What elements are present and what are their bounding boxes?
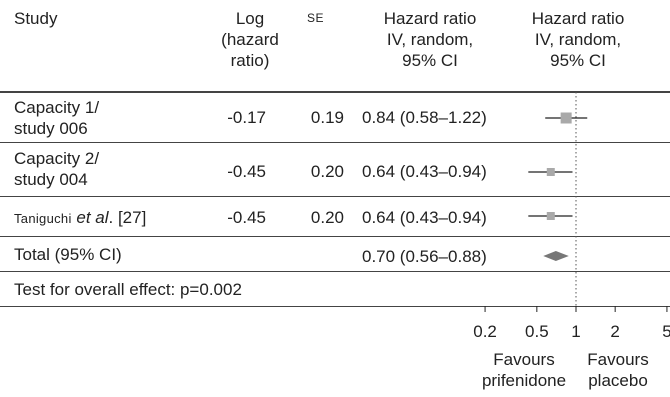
log-hr-header-line-1: Log	[235, 9, 265, 28]
column-header-se: SE	[307, 11, 325, 25]
study-label-et-al: et al	[76, 208, 109, 227]
study-label-line-1: Capacity 2/	[14, 149, 100, 168]
hr-text-header-line-3: 95% CI	[402, 51, 458, 70]
row-divider	[0, 236, 670, 237]
favours-left-line-2: prifenidone	[481, 371, 567, 390]
hr-ci-value: 0.64 (0.43–0.94)	[362, 208, 487, 227]
column-header-log-hazard-ratio: Log (hazard ratio)	[208, 8, 292, 71]
log-hr-value: -0.45	[227, 162, 266, 181]
column-header-study: Study	[14, 9, 58, 28]
se-value: 0.19	[310, 108, 344, 127]
study-label-capacity-1: Capacity 1/ study 006	[14, 97, 99, 139]
log-hr-header-line-2: (hazard	[221, 30, 279, 49]
study-marker	[546, 168, 555, 176]
study-label-line-2: study 006	[14, 119, 88, 138]
hr-text-header-line-1: Hazard ratio	[383, 9, 477, 28]
study-label-author: Taniguchi	[14, 211, 72, 226]
study-marker	[546, 212, 555, 220]
log-hr-header-line-3: ratio)	[230, 51, 270, 70]
study-label-capacity-2: Capacity 2/ study 004	[14, 148, 99, 190]
x-tick-label: 0.5	[525, 322, 549, 341]
total-hr-ci-value: 0.70 (0.56–0.88)	[362, 247, 487, 266]
study-label-taniguchi: Taniguchi et al. [27]	[14, 207, 146, 229]
favours-right-label: Favours placebo	[572, 349, 664, 391]
column-header-hazard-ratio-text: Hazard ratio IV, random, 95% CI	[355, 8, 505, 71]
x-tick-label: 0.2	[473, 322, 497, 341]
study-label-line-2: study 004	[14, 170, 88, 189]
total-label: Total (95% CI)	[14, 245, 122, 264]
pooled-diamond	[543, 251, 569, 261]
hr-plot-header-line-3: 95% CI	[550, 51, 606, 70]
hr-plot-header-line-1: Hazard ratio	[531, 9, 625, 28]
hr-plot-header-line-2: IV, random,	[534, 30, 622, 49]
study-label-line-1: Capacity 1/	[14, 98, 100, 117]
overall-effect-text: Test for overall effect: p=0.002	[14, 280, 242, 299]
header-divider	[0, 91, 670, 93]
row-divider	[0, 142, 670, 143]
hr-ci-value: 0.84 (0.58–1.22)	[362, 108, 487, 127]
row-divider	[0, 196, 670, 197]
favours-right-line-2: placebo	[588, 371, 648, 390]
x-tick-label: 2	[610, 322, 619, 341]
se-value: 0.20	[310, 162, 344, 181]
study-label-reference: . [27]	[108, 208, 147, 227]
se-value: 0.20	[310, 208, 344, 227]
favours-left-line-1: Favours	[493, 350, 555, 369]
favours-left-label: Favours prifenidone	[474, 349, 574, 391]
x-tick-label: 1	[571, 322, 580, 341]
x-tick-label: 5	[662, 322, 670, 341]
row-divider	[0, 271, 670, 272]
favours-right-line-1: Favours	[587, 350, 649, 369]
study-marker	[560, 112, 572, 124]
row-divider	[0, 306, 670, 307]
hr-ci-value: 0.64 (0.43–0.94)	[362, 162, 487, 181]
column-header-hazard-ratio-plot: Hazard ratio IV, random, 95% CI	[508, 8, 648, 71]
log-hr-value: -0.17	[227, 108, 266, 127]
log-hr-value: -0.45	[227, 208, 266, 227]
hr-text-header-line-2: IV, random,	[386, 30, 474, 49]
